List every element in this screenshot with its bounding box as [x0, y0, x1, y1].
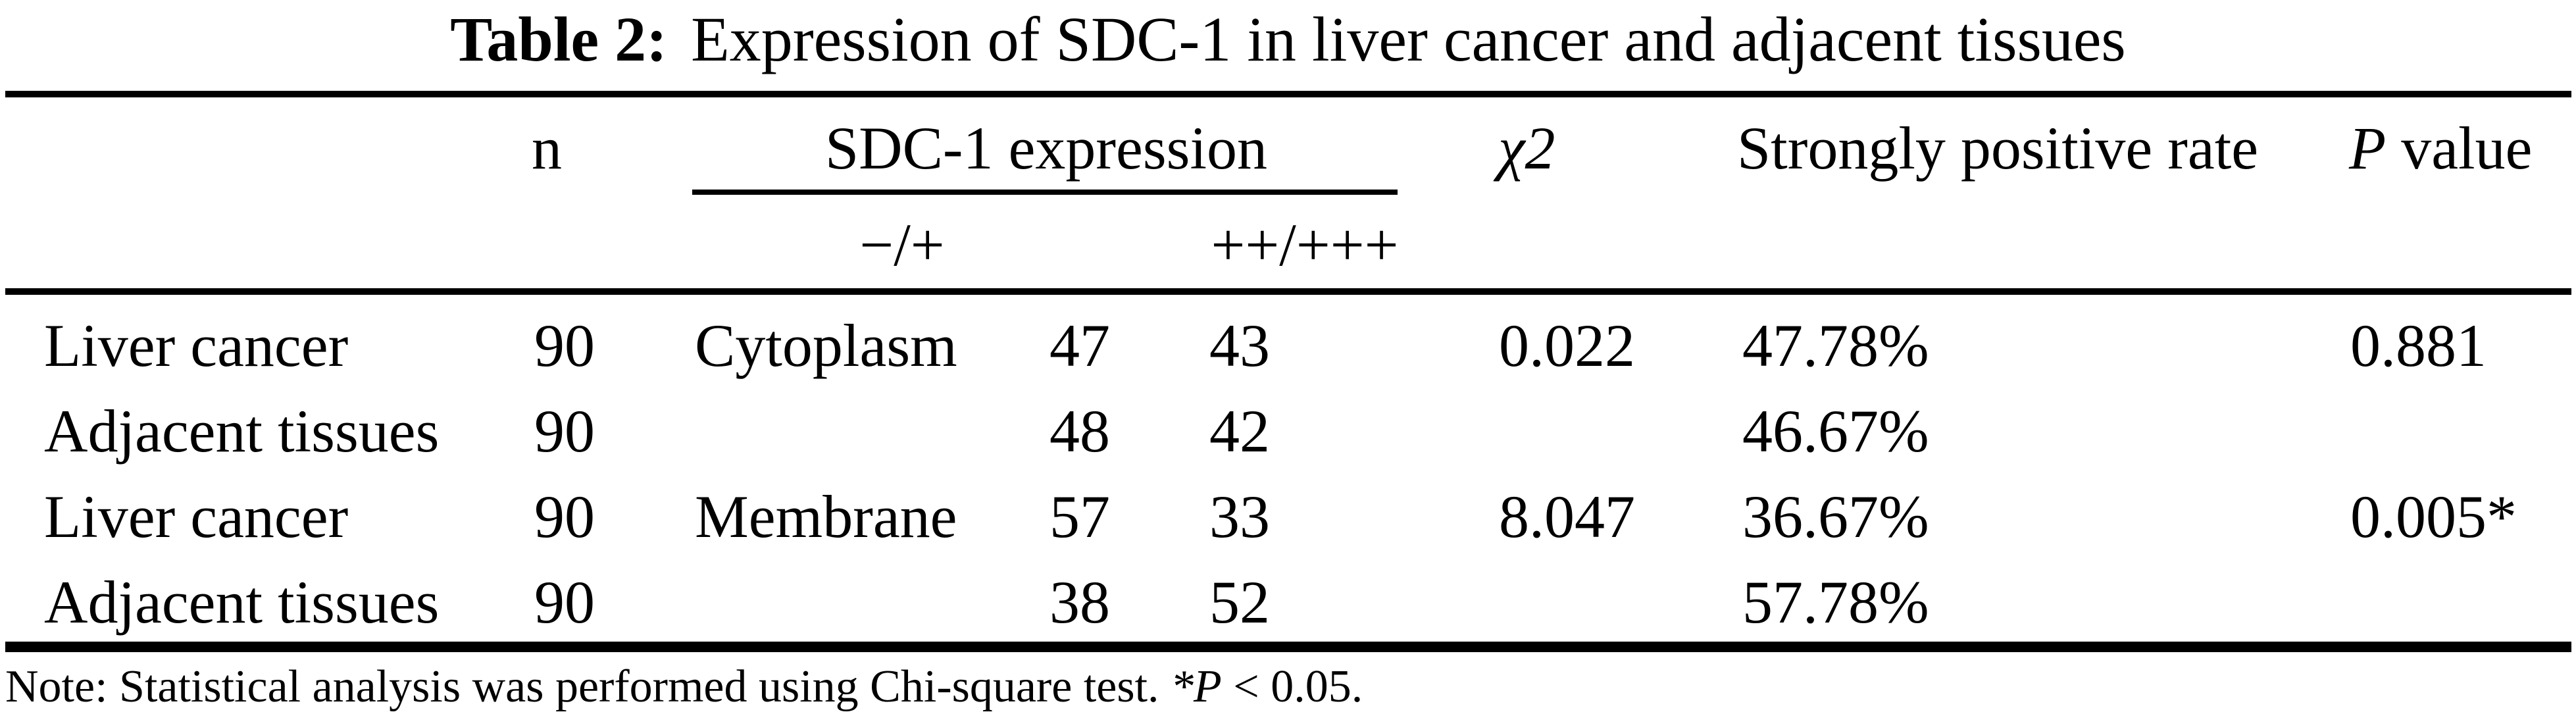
rule-header-bottom: [5, 288, 2571, 295]
row-rate: 57.78%: [1742, 569, 1929, 636]
table-title-label: Table 2:: [450, 4, 668, 74]
row-high: 43: [1209, 312, 1270, 379]
column-header-chi2: χ2: [1498, 115, 1555, 182]
subheader-neg-pos: −/+: [859, 211, 945, 278]
row-p-value: 0.881: [2350, 312, 2487, 379]
row-n: 90: [534, 483, 595, 550]
column-header-n: n: [532, 115, 562, 182]
row-low: 38: [1049, 569, 1110, 636]
note-star-p-italic: *P: [1171, 661, 1222, 712]
row-high: 52: [1209, 569, 1270, 636]
table-title-text: Expression of SDC-1 in liver cancer and …: [691, 4, 2126, 74]
column-header-strongly-positive-rate: Strongly positive rate: [1737, 115, 2259, 182]
rule-table-bottom: [5, 642, 2571, 652]
row-low: 48: [1049, 397, 1110, 465]
row-group: Adjacent tissues: [44, 397, 440, 465]
note-threshold: < 0.05.: [1221, 661, 1363, 712]
row-location: Cytoplasm: [695, 312, 957, 379]
row-n: 90: [534, 397, 595, 465]
row-group: Liver cancer: [44, 312, 349, 379]
row-n: 90: [534, 569, 595, 636]
row-high: 33: [1209, 483, 1270, 550]
row-low: 57: [1049, 483, 1110, 550]
row-n: 90: [534, 312, 595, 379]
row-low: 47: [1049, 312, 1110, 379]
column-header-p-value: P value: [2349, 118, 2532, 178]
note-text: Note: Statistical analysis was performed…: [5, 661, 1171, 712]
row-high: 42: [1209, 397, 1270, 465]
row-p-value: 0.005*: [2350, 483, 2517, 550]
row-rate: 36.67%: [1742, 483, 1929, 550]
rule-top: [5, 91, 2571, 97]
row-chi2: 8.047: [1499, 483, 1635, 550]
row-chi2: 0.022: [1499, 312, 1635, 379]
row-rate: 46.67%: [1742, 397, 1929, 465]
p-value-italic-p: P: [2349, 115, 2387, 182]
table-note: Note: Statistical analysis was performed…: [5, 664, 1363, 710]
subheader-2pos-3pos: ++/+++: [1211, 211, 1399, 278]
table-title: Table 2: Expression of SDC-1 in liver can…: [0, 8, 2576, 71]
column-header-sdc1-expression: SDC-1 expression: [824, 115, 1268, 182]
p-value-rest: value: [2386, 115, 2533, 182]
row-group: Liver cancer: [44, 483, 349, 550]
row-location: Membrane: [695, 483, 957, 550]
row-group: Adjacent tissues: [44, 569, 440, 636]
row-rate: 47.78%: [1742, 312, 1929, 379]
rule-subheader-sdc1: [692, 190, 1398, 195]
